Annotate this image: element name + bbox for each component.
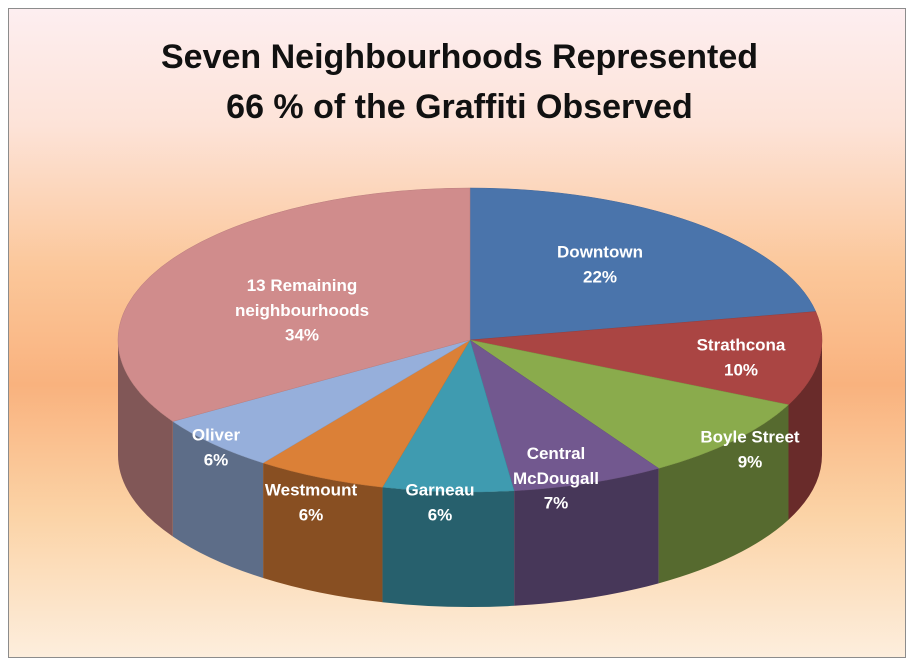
slice-label: Central McDougall <box>513 444 599 488</box>
chart-title: Seven Neighbourhoods Represented <box>161 38 758 76</box>
pie-slice <box>117 187 471 422</box>
slice-value-label: 10% <box>723 360 759 379</box>
slice-label: Boyle Street <box>700 427 800 447</box>
slice-label: 13 Remaining neighbourhoods <box>234 276 370 320</box>
pie-side <box>382 487 515 608</box>
slice-value-label: 6% <box>298 505 324 524</box>
slice-label: Oliver <box>191 425 241 445</box>
slice-value-label: 22% <box>582 267 618 286</box>
pie-slice <box>172 339 471 464</box>
pie-slice <box>382 339 515 493</box>
pie-slice <box>469 187 817 341</box>
slice-label: Strathcona <box>696 335 786 355</box>
pie-side <box>514 468 659 606</box>
pie-slice <box>469 311 823 405</box>
pie-side <box>172 421 264 578</box>
slice-label: Westmount <box>264 480 358 500</box>
slice-label: Downtown <box>557 242 643 262</box>
pie-side <box>658 404 789 584</box>
slice-value-label: 6% <box>203 450 229 469</box>
pie-side <box>788 340 822 520</box>
pie-slice <box>262 339 471 488</box>
pie-side <box>263 462 383 603</box>
slice-value-label: 6% <box>427 505 453 524</box>
slice-value-label: 9% <box>737 452 763 471</box>
chart-title: 66 % of the Graffiti Observed <box>226 88 693 126</box>
slice-label: Garneau <box>405 480 475 500</box>
pie-slice <box>469 339 790 469</box>
pie-slice <box>469 339 660 492</box>
pie-side <box>118 340 173 537</box>
slice-value-label: 34% <box>284 325 320 345</box>
slice-value-label: 7% <box>543 493 569 513</box>
